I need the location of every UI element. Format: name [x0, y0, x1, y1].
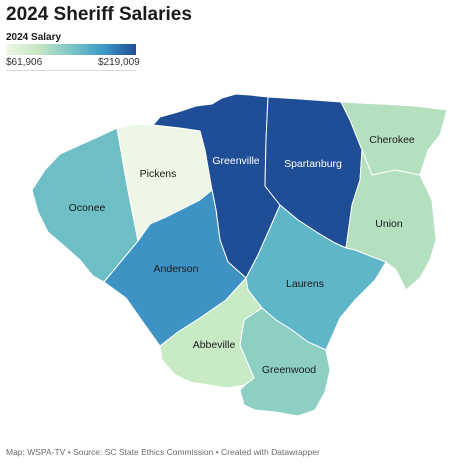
label-abbeville: Abbeville	[193, 339, 236, 351]
label-anderson: Anderson	[154, 263, 199, 275]
label-union: Union	[375, 218, 403, 230]
label-oconee: Oconee	[69, 202, 106, 214]
legend-title: 2024 Salary	[6, 32, 62, 43]
label-spartanburg: Spartanburg	[284, 158, 342, 170]
legend-min-label: $61,906	[6, 57, 43, 68]
county-greenwood[interactable]	[239, 307, 331, 417]
legend-divider	[6, 70, 136, 71]
county-anderson[interactable]	[103, 189, 247, 347]
legend-max-label: $219,009	[98, 57, 140, 68]
chart-title: 2024 Sheriff Salaries	[6, 4, 192, 25]
label-pickens: Pickens	[140, 168, 177, 180]
label-greenwood: Greenwood	[262, 364, 316, 376]
county-cherokee[interactable]	[340, 101, 448, 176]
legend-color-scale	[6, 44, 136, 55]
footer-credits: Map: WSPA-TV • Source: SC State Ethics C…	[6, 447, 320, 457]
label-cherokee: Cherokee	[369, 134, 415, 146]
label-greenville: Greenville	[212, 155, 259, 167]
label-laurens: Laurens	[286, 278, 324, 290]
